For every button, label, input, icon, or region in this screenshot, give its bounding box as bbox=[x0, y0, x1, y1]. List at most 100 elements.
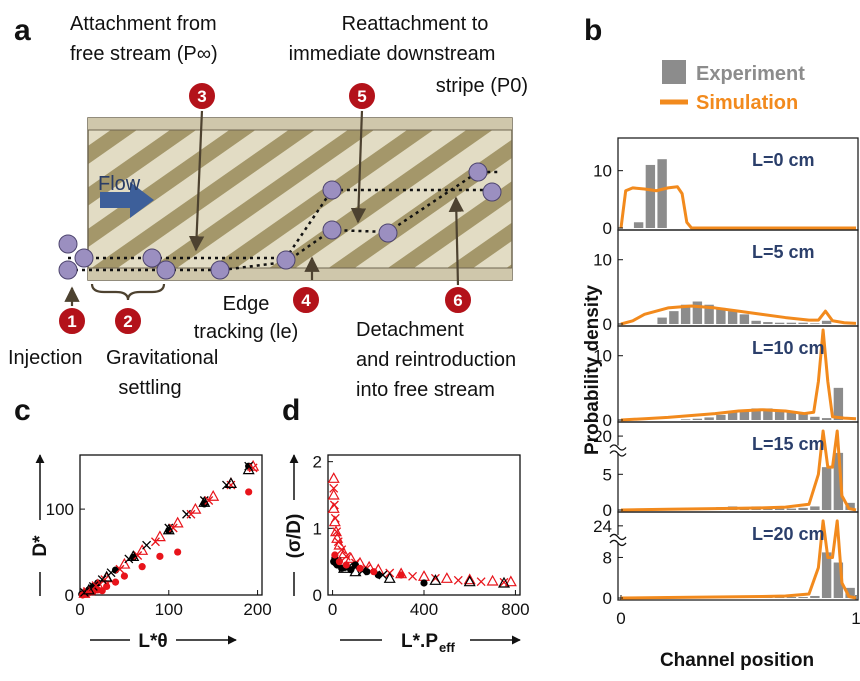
histogram-bar bbox=[834, 388, 843, 420]
histogram-bar bbox=[763, 322, 772, 324]
point bbox=[245, 488, 252, 495]
y-tick-label: 0 bbox=[65, 586, 74, 605]
figure: a Flow 1 Injection 2 Gravitational settling 3… bbox=[0, 0, 860, 681]
step-number: 2 bbox=[123, 312, 132, 331]
histogram-bar bbox=[822, 418, 831, 420]
point bbox=[370, 568, 377, 575]
y-tick-label: 0 bbox=[603, 589, 612, 608]
y-tick-label: 0 bbox=[313, 586, 322, 605]
y-tick-label: 10 bbox=[593, 162, 612, 181]
point bbox=[155, 532, 165, 541]
point bbox=[156, 553, 163, 560]
histogram-bar bbox=[810, 323, 819, 324]
flow-label: Flow bbox=[98, 173, 141, 195]
panel-label: b bbox=[584, 14, 602, 47]
subplot-title: L=10 cm bbox=[752, 338, 825, 358]
y-tick-label: 24 bbox=[593, 517, 612, 536]
histogram-bar bbox=[716, 415, 725, 420]
point bbox=[477, 578, 485, 586]
x-axis-label: Channel position bbox=[660, 650, 814, 671]
histogram-bar bbox=[704, 417, 713, 420]
y-tick-label: 10 bbox=[593, 347, 612, 366]
subplot-title: L=20 cm bbox=[752, 524, 825, 544]
panel-label: d bbox=[282, 394, 300, 427]
point bbox=[336, 558, 343, 565]
x-tick-label: 200 bbox=[243, 600, 271, 619]
x-tick-label: 400 bbox=[410, 600, 438, 619]
legend-label: Simulation bbox=[696, 92, 798, 114]
step-text: Gravitational bbox=[106, 347, 218, 369]
histogram-bar bbox=[657, 318, 666, 324]
step-text: stripe (P0) bbox=[436, 75, 528, 97]
step-number: 5 bbox=[357, 87, 366, 106]
histogram-bar bbox=[669, 311, 678, 324]
histogram-bar bbox=[787, 509, 796, 510]
step-text: Attachment from bbox=[70, 13, 217, 35]
x-axis-label: L*θ bbox=[138, 631, 167, 652]
step-number: 1 bbox=[67, 312, 76, 331]
histogram-bar bbox=[798, 508, 807, 510]
point bbox=[488, 576, 498, 585]
y-tick-label: 100 bbox=[46, 500, 74, 519]
step-number: 3 bbox=[197, 87, 206, 106]
subplot-title: L=15 cm bbox=[752, 434, 825, 454]
point bbox=[419, 571, 429, 580]
x-tick-label: 0 bbox=[616, 609, 625, 628]
simulation-line bbox=[621, 306, 856, 324]
x-axis-label: L*.P bbox=[401, 631, 438, 652]
histogram-bar bbox=[798, 323, 807, 324]
point bbox=[334, 538, 342, 546]
point bbox=[356, 565, 363, 572]
histogram-bar bbox=[822, 321, 831, 324]
step-number: 4 bbox=[301, 291, 311, 310]
step-text: and reintroduction bbox=[356, 349, 516, 371]
histogram-bar bbox=[657, 159, 666, 228]
x-tick-label: 100 bbox=[155, 600, 183, 619]
histogram-bar bbox=[787, 323, 796, 324]
y-tick-label: 10 bbox=[593, 251, 612, 270]
simulation-line bbox=[621, 187, 856, 228]
histogram-bar bbox=[646, 165, 655, 228]
x-tick-label: 0 bbox=[328, 600, 337, 619]
x-tick-label: 800 bbox=[501, 600, 529, 619]
point bbox=[329, 473, 339, 482]
y-tick-label: 8 bbox=[603, 548, 612, 567]
point bbox=[139, 563, 146, 570]
legend-label: Experiment bbox=[696, 63, 805, 85]
histogram-bar bbox=[681, 419, 690, 420]
point bbox=[420, 579, 427, 586]
histogram-bar bbox=[751, 321, 760, 324]
subplot-title: L=5 cm bbox=[752, 242, 815, 262]
histogram-bar bbox=[775, 323, 784, 324]
step-text: Detachment bbox=[356, 319, 464, 341]
point bbox=[442, 573, 452, 582]
point bbox=[331, 551, 338, 558]
histogram-bar bbox=[693, 419, 702, 420]
y-tick-label: 0 bbox=[603, 219, 612, 238]
point bbox=[173, 518, 183, 527]
step-text: Injection bbox=[8, 347, 83, 369]
histogram-bar bbox=[810, 417, 819, 420]
y-tick-label: 0 bbox=[603, 315, 612, 334]
point bbox=[330, 501, 338, 509]
step-text: into free stream bbox=[356, 379, 495, 401]
x-tick-label: 1 bbox=[851, 609, 860, 628]
point bbox=[174, 548, 181, 555]
step-number: 6 bbox=[453, 291, 462, 310]
step-text: Reattachment to bbox=[342, 13, 489, 35]
step-text: settling bbox=[118, 377, 181, 399]
panel-label: a bbox=[14, 14, 31, 47]
histogram-bar bbox=[822, 467, 831, 510]
point bbox=[143, 541, 151, 549]
histogram-bar bbox=[740, 314, 749, 324]
histogram-bar bbox=[810, 506, 819, 510]
histogram-bar bbox=[810, 596, 819, 598]
histogram-bar bbox=[634, 222, 643, 228]
point bbox=[190, 504, 200, 513]
point bbox=[183, 510, 191, 518]
y-tick-label: 1 bbox=[313, 519, 322, 538]
point bbox=[103, 583, 110, 590]
histogram-bar bbox=[728, 311, 737, 324]
point bbox=[409, 572, 417, 580]
step-text: Edge bbox=[223, 293, 270, 315]
